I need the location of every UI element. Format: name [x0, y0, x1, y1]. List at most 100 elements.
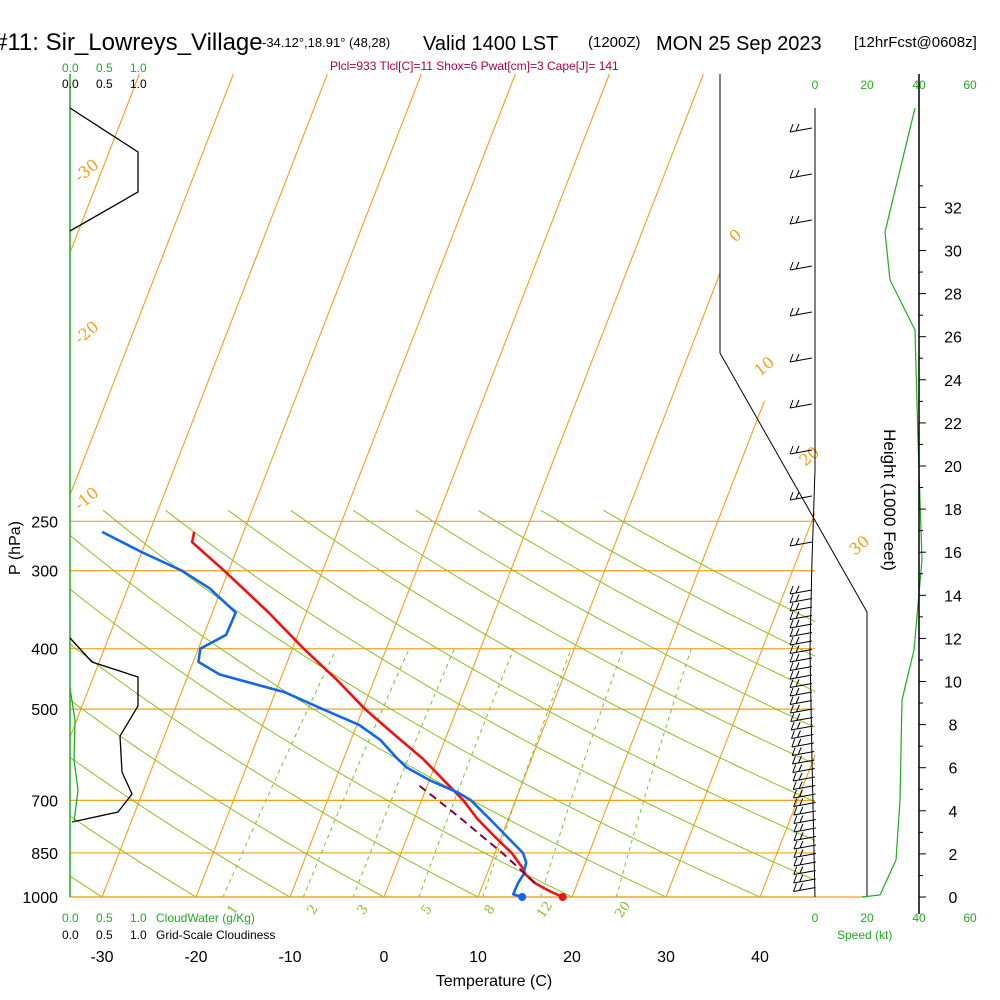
- dry-adiabat-line: [102, 509, 791, 897]
- wind-barb-flag: [795, 628, 800, 636]
- cloud-panel-tick: 1.0: [130, 911, 147, 925]
- pressure-tick-label: 400: [31, 642, 58, 659]
- speed-tick-bottom: 20: [860, 911, 874, 925]
- wind-barb-shaft: [789, 311, 813, 317]
- isotherm-line: [383, 74, 704, 897]
- dry-adiabat-line: [540, 509, 815, 897]
- wind-barb-shaft: [793, 844, 817, 850]
- height-tick-label: 18: [944, 502, 962, 519]
- dry-adiabat-line: [70, 509, 505, 897]
- x-tick-label: 40: [751, 949, 769, 966]
- wind-barb-shaft: [793, 793, 816, 799]
- wind-barb: [789, 261, 813, 271]
- wind-barb-flag: [799, 806, 804, 815]
- isotherm-line: [665, 74, 815, 897]
- wind-barb-flag: [799, 874, 804, 883]
- wind-barb-shaft: [790, 708, 813, 714]
- wind-barb-flag: [789, 399, 794, 409]
- isotherm-line: [571, 74, 815, 897]
- wind-barb-shaft: [789, 403, 813, 409]
- wind-barb-shaft: [792, 751, 815, 756]
- wind-barb-flag: [793, 806, 798, 816]
- cloud-panel-tick: 0.0: [62, 61, 79, 75]
- wind-barb: [789, 215, 813, 225]
- wind-barb-flag: [795, 399, 800, 408]
- parcel-line: [417, 783, 536, 884]
- wind-barb: [789, 619, 813, 629]
- wind-barb-flag: [793, 874, 798, 884]
- mixing-ratio-label: 3: [355, 902, 372, 917]
- wind-barb: [791, 738, 814, 748]
- wind-barb: [792, 789, 816, 799]
- wind-barb-shaft: [789, 666, 813, 671]
- wind-barb-flag: [795, 491, 800, 500]
- wind-barb-flag: [790, 721, 795, 731]
- wind-barb-flag: [798, 789, 803, 798]
- mixing-ratio-label: 20: [612, 899, 634, 921]
- wind-barb-flag: [789, 215, 794, 225]
- wind-barb-shaft: [791, 734, 814, 739]
- wind-barb-shaft: [789, 598, 813, 603]
- wind-barb-shaft: [789, 632, 813, 637]
- wind-barb: [789, 645, 813, 654]
- wind-barb-flag: [799, 883, 803, 891]
- speed-legend: Speed (kt): [837, 928, 892, 942]
- wind-barb-shaft: [789, 657, 813, 663]
- height-tick-label: 26: [944, 330, 962, 347]
- mixing-ratio-lines: [219, 648, 692, 897]
- wind-barb-shaft: [793, 887, 816, 892]
- wind-barb: [793, 840, 817, 850]
- mixing-ratio-label: 12: [534, 899, 556, 921]
- wind-barb-flag: [789, 687, 794, 697]
- wind-barb-shaft: [789, 589, 813, 595]
- wind-barb-shaft: [792, 776, 816, 782]
- wind-barb-flag: [789, 662, 794, 671]
- wind-barb: [789, 670, 813, 680]
- wind-barb-flag: [789, 537, 794, 547]
- wind-barb: [793, 798, 816, 807]
- mixing-ratio-line: [537, 648, 624, 897]
- wind-barb-flag: [795, 645, 800, 653]
- utc-time: (1200Z): [588, 34, 641, 51]
- isotherm-line: [289, 74, 610, 897]
- wind-barb-shaft: [789, 357, 813, 363]
- mixing-ratio-line: [299, 648, 410, 897]
- wind-barb-flag: [789, 628, 794, 637]
- wind-barb-flag: [799, 849, 804, 857]
- wind-barb-flag: [789, 611, 794, 620]
- wind-barb: [789, 445, 813, 455]
- wind-barb-flag: [793, 815, 798, 824]
- wind-barb-flag: [789, 619, 794, 629]
- wind-barb-flag: [795, 585, 800, 594]
- wind-barb-flag: [793, 883, 797, 892]
- height-tick-label: 14: [944, 588, 962, 605]
- wind-barb-shaft: [789, 495, 813, 501]
- wind-barb-shaft: [789, 219, 813, 225]
- hodograph-frame: [719, 74, 868, 897]
- wind-barb-flag: [790, 713, 795, 722]
- wind-barb: [789, 169, 813, 179]
- wind-barb-shaft: [789, 615, 813, 620]
- speed-tick-top: 60: [963, 78, 977, 92]
- wind-barb-flag: [795, 445, 800, 454]
- wind-barb-shaft: [789, 606, 813, 612]
- wind-staff: [809, 108, 816, 898]
- mixing-ratio-label: 8: [482, 902, 499, 917]
- wind-barb-flag: [795, 537, 800, 546]
- dry-adiabat-line: [290, 509, 815, 897]
- wind-barb-flag: [795, 215, 800, 224]
- dry-adiabat-line: [415, 509, 815, 897]
- wind-barb-flag: [791, 738, 796, 748]
- wind-barb-shaft: [789, 265, 813, 271]
- wind-barb-flag: [793, 823, 798, 833]
- wind-barb-shaft: [793, 878, 816, 884]
- wind-barb-shaft: [789, 674, 813, 680]
- isotherm-label: -20: [70, 317, 102, 348]
- wind-barb-flag: [798, 781, 803, 789]
- isotherm-line: [70, 74, 328, 897]
- wind-barb-flag: [792, 764, 797, 773]
- surface-dewpoint-point: [518, 893, 527, 901]
- wind-barb-flag: [789, 594, 794, 603]
- wind-barb: [789, 696, 813, 705]
